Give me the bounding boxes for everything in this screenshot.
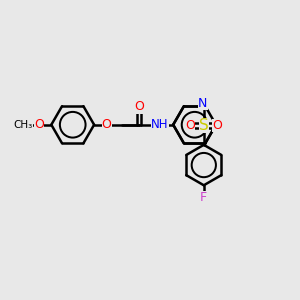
Text: O: O bbox=[212, 119, 222, 132]
Text: O: O bbox=[34, 118, 44, 131]
Text: NH: NH bbox=[152, 118, 169, 131]
Text: S: S bbox=[199, 118, 209, 133]
Text: CH₃: CH₃ bbox=[14, 120, 33, 130]
Text: O: O bbox=[102, 118, 112, 131]
Text: O: O bbox=[185, 119, 195, 132]
Text: O: O bbox=[134, 100, 144, 113]
Text: N: N bbox=[198, 97, 208, 110]
Text: F: F bbox=[200, 191, 207, 204]
